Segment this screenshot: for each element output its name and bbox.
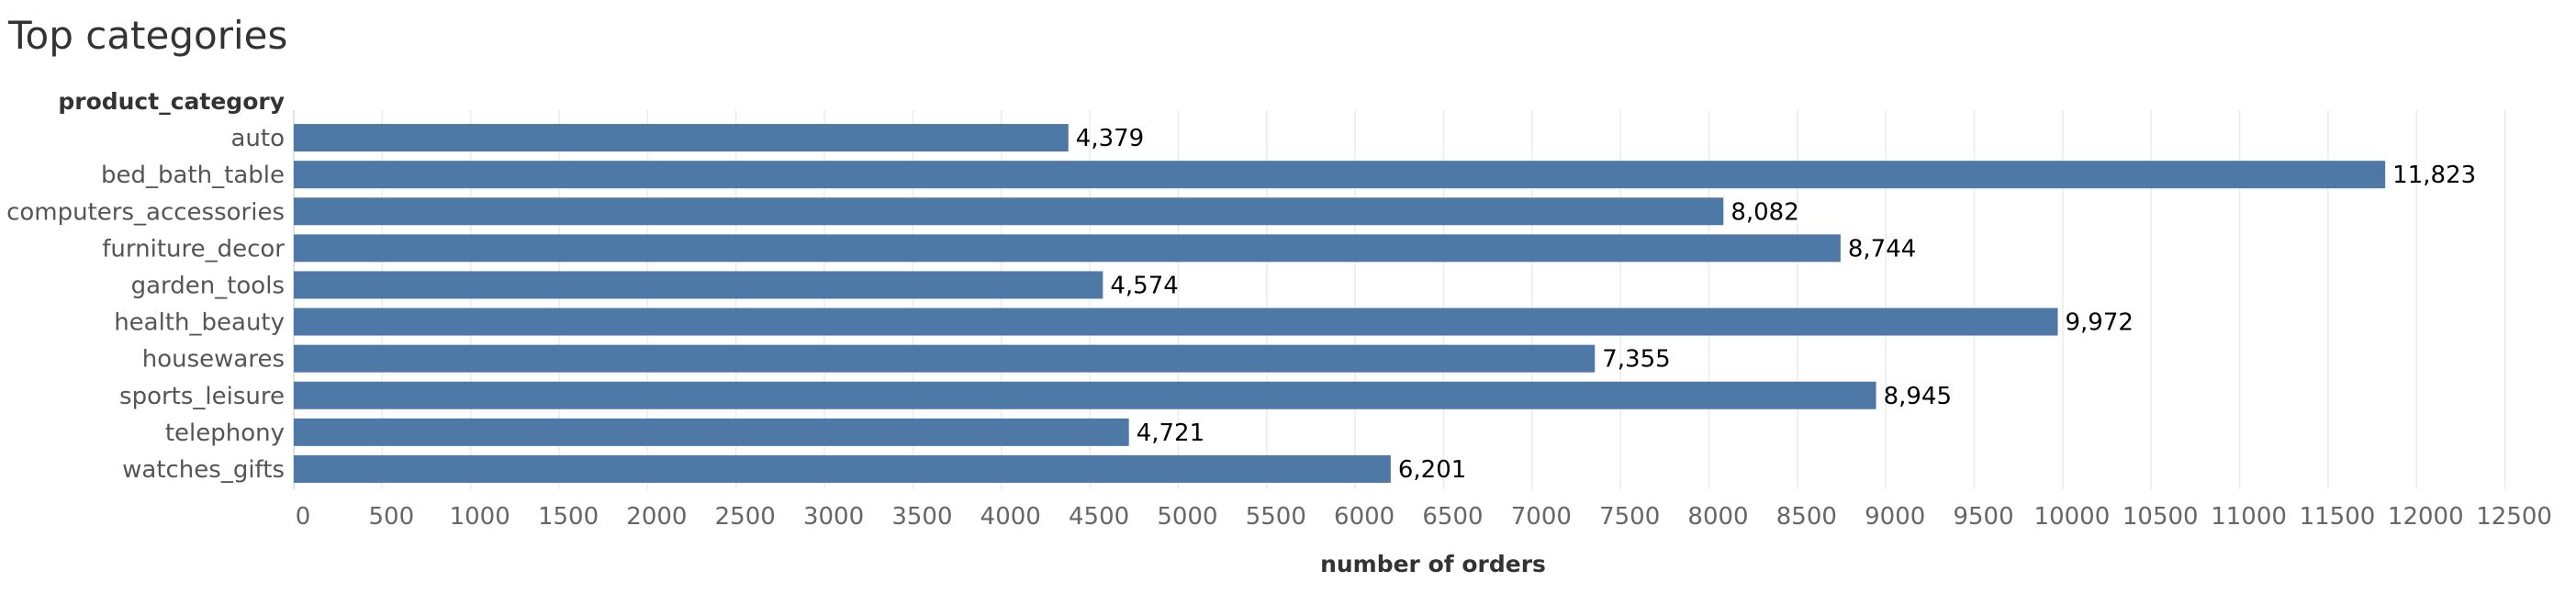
category-axis-header: product_category xyxy=(58,88,285,115)
value-label-garden_tools: 4,574 xyxy=(1110,272,1178,299)
category-label-garden_tools: garden_tools xyxy=(131,272,285,299)
category-label-health_beauty: health_beauty xyxy=(114,309,285,337)
x-tick-label: 12000 xyxy=(2388,503,2464,531)
x-tick-label: 4500 xyxy=(1069,503,1129,531)
x-tick-label: 6500 xyxy=(1422,503,1483,531)
category-label-telephony: telephony xyxy=(165,420,285,447)
bar-bed_bath_table xyxy=(294,161,2386,189)
category-label-auto: auto xyxy=(230,125,285,152)
bar-housewares xyxy=(294,344,1596,373)
value-label-furniture_decor: 8,744 xyxy=(1848,235,1916,263)
value-label-auto: 4,379 xyxy=(1076,125,1144,152)
x-tick-label: 7500 xyxy=(1599,503,1660,531)
category-label-watches_gifts: watches_gifts xyxy=(122,456,285,484)
value-label-watches_gifts: 6,201 xyxy=(1398,456,1466,484)
x-tick-label: 10000 xyxy=(2034,503,2111,531)
x-tick-label: 3000 xyxy=(803,503,864,531)
value-label-housewares: 7,355 xyxy=(1602,346,1670,374)
bar-watches_gifts xyxy=(294,454,1391,483)
x-tick-label: 0 xyxy=(296,503,311,531)
bar-telephony xyxy=(294,418,1129,446)
labels: 0 500 1000 1500 2000 2500 3000 3500 4000 4500 5000… xyxy=(6,125,2552,531)
x-tick-label: 1500 xyxy=(538,503,599,531)
bar-sports_leisure xyxy=(294,381,1876,409)
category-label-bed_bath_table: bed_bath_table xyxy=(101,162,285,189)
x-tick-label: 9500 xyxy=(1953,503,2013,531)
chart-title: Top categories xyxy=(8,13,288,58)
bar-health_beauty xyxy=(294,308,2058,336)
value-label-telephony: 4,721 xyxy=(1137,420,1204,447)
bar-garden_tools xyxy=(294,271,1103,299)
x-tick-label: 4000 xyxy=(980,503,1041,531)
x-tick-label: 3500 xyxy=(891,503,952,531)
bars xyxy=(294,124,2386,483)
x-tick-label: 9000 xyxy=(1865,503,1925,531)
x-tick-label: 500 xyxy=(369,503,415,531)
x-tick-label: 6000 xyxy=(1334,503,1394,531)
value-label-bed_bath_table: 11,823 xyxy=(2392,162,2476,189)
category-label-computers_accessories: computers_accessories xyxy=(6,198,285,226)
value-label-computers_accessories: 8,082 xyxy=(1730,198,1798,226)
category-label-housewares: housewares xyxy=(142,346,285,374)
x-axis-title: number of orders xyxy=(1320,551,1546,577)
x-tick-label: 8000 xyxy=(1687,503,1748,531)
x-tick-label: 2000 xyxy=(626,503,687,531)
x-tick-label: 7000 xyxy=(1511,503,1572,531)
bar-auto xyxy=(294,124,1069,152)
x-tick-label: 2500 xyxy=(715,503,776,531)
bar-furniture_decor xyxy=(294,234,1841,263)
x-tick-label: 12500 xyxy=(2476,503,2552,531)
x-tick-label: 11000 xyxy=(2211,503,2287,531)
bar-computers_accessories xyxy=(294,197,1724,226)
x-tick-label: 5000 xyxy=(1157,503,1217,531)
value-label-health_beauty: 9,972 xyxy=(2066,309,2134,337)
x-tick-label: 1000 xyxy=(450,503,510,531)
value-label-sports_leisure: 8,945 xyxy=(1884,383,1952,410)
x-tick-label: 5500 xyxy=(1246,503,1306,531)
category-label-furniture_decor: furniture_decor xyxy=(102,235,285,263)
x-tick-label: 10500 xyxy=(2122,503,2199,531)
x-tick-label: 8500 xyxy=(1776,503,1837,531)
category-label-sports_leisure: sports_leisure xyxy=(119,383,285,410)
x-tick-label: 11500 xyxy=(2300,503,2376,531)
